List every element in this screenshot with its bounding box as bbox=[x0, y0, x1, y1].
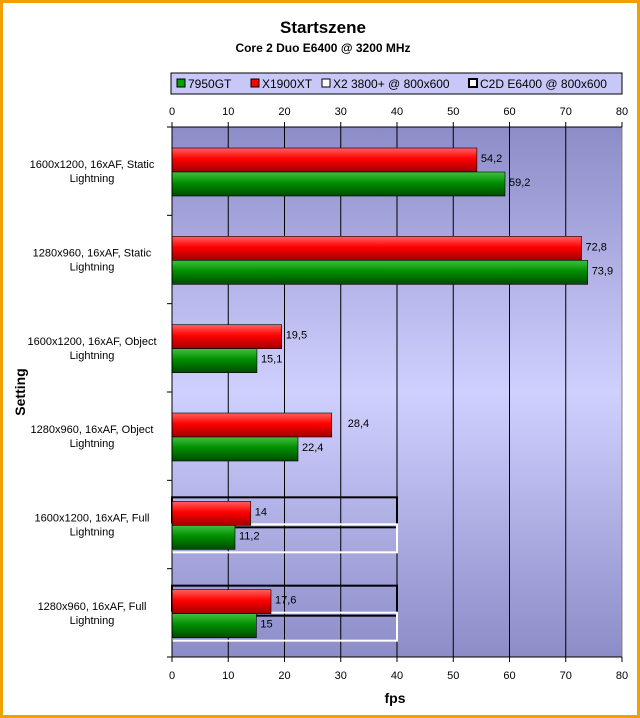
x-tick-label-top: 20 bbox=[278, 106, 290, 118]
bar-7950gt bbox=[171, 613, 257, 638]
x-tick-label-top: 70 bbox=[560, 106, 572, 118]
y-axis-title: Setting bbox=[12, 368, 28, 415]
x-tick-label-top: 30 bbox=[335, 106, 347, 118]
category-label: Lightning bbox=[70, 438, 115, 450]
x-tick-label-top: 60 bbox=[503, 106, 515, 118]
x-tick-label-top: 0 bbox=[169, 106, 175, 118]
bar-x1900xt bbox=[171, 147, 478, 173]
bar-7950gt bbox=[171, 348, 258, 373]
bar-7950gt bbox=[171, 171, 506, 197]
legend-label: 7950GT bbox=[188, 77, 232, 91]
legend-swatch bbox=[176, 78, 186, 88]
data-label-7950gt: 11,2 bbox=[239, 530, 260, 542]
legend-label: X1900XT bbox=[262, 77, 313, 91]
chart-subtitle: Core 2 Duo E6400 @ 3200 MHz bbox=[235, 41, 410, 55]
category-label: Lightning bbox=[70, 615, 115, 627]
data-label-7950gt: 22,4 bbox=[302, 442, 323, 454]
data-label-7950gt: 73,9 bbox=[592, 265, 613, 277]
x-tick-label-bottom: 10 bbox=[222, 670, 234, 682]
legend-label: C2D E6400 @ 800x600 bbox=[480, 77, 607, 91]
x-tick-label-top: 10 bbox=[222, 106, 234, 118]
x-axis-title: fps bbox=[385, 690, 406, 706]
x-tick-label-bottom: 60 bbox=[503, 670, 515, 682]
data-label-7950gt: 15 bbox=[260, 619, 272, 631]
category-label: Lightning bbox=[70, 173, 115, 185]
bar-7950gt bbox=[171, 436, 299, 462]
bar-7950gt bbox=[171, 260, 588, 285]
legend-swatch bbox=[321, 78, 331, 88]
data-label-7950gt: 15,1 bbox=[261, 354, 282, 366]
data-label-x1900xt: 19,5 bbox=[286, 330, 307, 342]
legend-swatch bbox=[468, 78, 478, 88]
bar-x1900xt bbox=[171, 589, 272, 614]
x-tick-label-top: 40 bbox=[391, 106, 403, 118]
x-tick-label-bottom: 20 bbox=[278, 670, 290, 682]
category-label: Lightning bbox=[70, 350, 115, 362]
x-tick-label-bottom: 0 bbox=[169, 670, 175, 682]
category-label: 1280x960, 16xAF, Full bbox=[38, 601, 147, 613]
x-tick-label-bottom: 80 bbox=[616, 670, 628, 682]
data-label-x1900xt: 72,8 bbox=[586, 241, 607, 253]
data-label-x1900xt: 17,6 bbox=[275, 595, 296, 607]
bar-x1900xt bbox=[171, 236, 582, 261]
category-label: Lightning bbox=[70, 527, 115, 539]
x-tick-label-top: 80 bbox=[616, 106, 628, 118]
legend-box bbox=[170, 72, 623, 95]
x-tick-label-bottom: 30 bbox=[335, 670, 347, 682]
category-label: 1280x960, 16xAF, Static bbox=[33, 248, 152, 260]
x-tick-label-bottom: 40 bbox=[391, 670, 403, 682]
category-label: 1280x960, 16xAF, Object bbox=[31, 424, 154, 436]
category-label: 1600x1200, 16xAF, Full bbox=[35, 513, 150, 525]
category-label: 1600x1200, 16xAF, Static bbox=[30, 159, 155, 171]
data-label-x1900xt: 14 bbox=[255, 506, 267, 518]
category-label: Lightning bbox=[70, 262, 115, 274]
x-tick-label-top: 50 bbox=[447, 106, 459, 118]
bar-x1900xt bbox=[171, 324, 282, 349]
bar-x1900xt bbox=[171, 501, 252, 526]
bar-7950gt bbox=[171, 525, 236, 550]
legend: 7950GT X1900XT X2 3800+ @ 800x600 C2D E6400… bbox=[170, 72, 623, 95]
data-label-x1900xt: 54,2 bbox=[481, 153, 502, 165]
x-tick-label-bottom: 70 bbox=[560, 670, 572, 682]
data-label-7950gt: 59,2 bbox=[509, 177, 530, 189]
bar-x1900xt bbox=[171, 412, 333, 438]
x-tick-label-bottom: 50 bbox=[447, 670, 459, 682]
chart-title: Startszene bbox=[280, 18, 366, 37]
data-label-x1900xt: 28,4 bbox=[348, 418, 369, 430]
legend-label: X2 3800+ @ 800x600 bbox=[333, 77, 450, 91]
category-label: 1600x1200, 16xAF, Object bbox=[27, 336, 156, 348]
legend-swatch bbox=[250, 78, 260, 88]
